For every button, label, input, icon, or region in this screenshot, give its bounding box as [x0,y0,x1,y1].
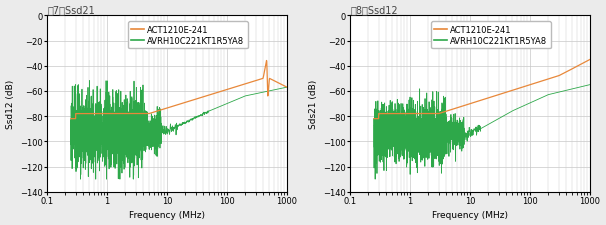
Y-axis label: Sds21 (dB): Sds21 (dB) [308,80,318,128]
X-axis label: Frequency (MHz): Frequency (MHz) [432,211,508,219]
Text: 图8：Ssd12: 图8：Ssd12 [350,6,398,16]
Y-axis label: Ssd12 (dB): Ssd12 (dB) [5,80,15,128]
X-axis label: Frequency (MHz): Frequency (MHz) [129,211,205,219]
Legend: ACT1210E-241, AVRH10C221KT1R5YA8: ACT1210E-241, AVRH10C221KT1R5YA8 [128,22,248,49]
Legend: ACT1210E-241, AVRH10C221KT1R5YA8: ACT1210E-241, AVRH10C221KT1R5YA8 [431,22,551,49]
Text: 图7：Ssd21: 图7：Ssd21 [47,6,95,16]
